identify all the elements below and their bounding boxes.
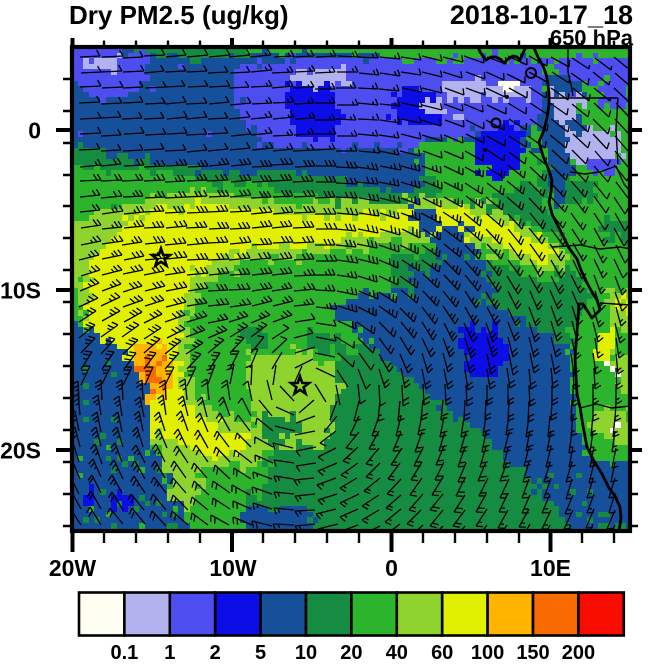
- svg-text:100: 100: [471, 642, 504, 664]
- svg-text:1: 1: [164, 642, 175, 664]
- svg-text:650 hPa: 650 hPa: [550, 26, 634, 51]
- svg-text:20W: 20W: [49, 555, 97, 581]
- svg-text:2: 2: [210, 642, 221, 664]
- svg-text:10S: 10S: [0, 278, 41, 304]
- svg-text:2018-10-17_18: 2018-10-17_18: [450, 0, 633, 30]
- svg-text:0: 0: [28, 118, 41, 144]
- svg-text:0: 0: [385, 555, 398, 581]
- svg-text:10W: 10W: [209, 555, 257, 581]
- svg-text:20S: 20S: [0, 438, 41, 464]
- svg-text:60: 60: [431, 642, 453, 664]
- svg-text:150: 150: [516, 642, 549, 664]
- svg-text:10: 10: [295, 642, 317, 664]
- svg-text:10E: 10E: [530, 555, 571, 581]
- svg-text:Dry PM2.5 (ug/kg): Dry PM2.5 (ug/kg): [69, 0, 289, 30]
- svg-text:20: 20: [340, 642, 362, 664]
- svg-text:0.1: 0.1: [110, 642, 138, 664]
- svg-text:40: 40: [386, 642, 408, 664]
- svg-text:5: 5: [255, 642, 266, 664]
- svg-text:200: 200: [562, 642, 595, 664]
